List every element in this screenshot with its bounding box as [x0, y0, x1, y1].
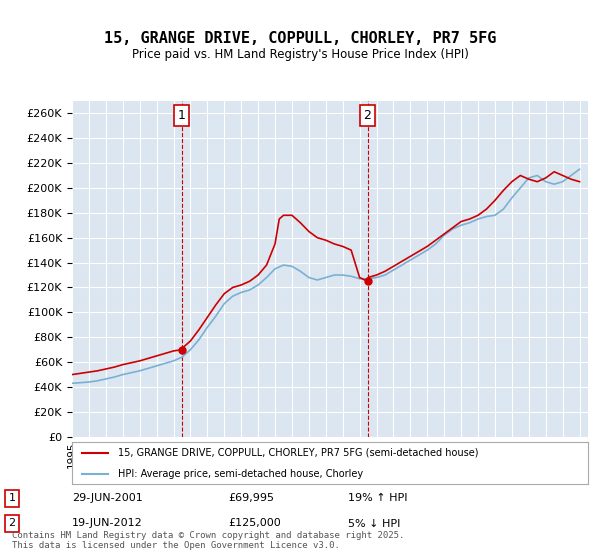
Text: HPI: Average price, semi-detached house, Chorley: HPI: Average price, semi-detached house,…	[118, 469, 364, 479]
Text: 19% ↑ HPI: 19% ↑ HPI	[348, 493, 407, 503]
Text: 15, GRANGE DRIVE, COPPULL, CHORLEY, PR7 5FG (semi-detached house): 15, GRANGE DRIVE, COPPULL, CHORLEY, PR7 …	[118, 448, 479, 458]
Text: £69,995: £69,995	[228, 493, 274, 503]
Text: 1: 1	[178, 109, 186, 122]
Text: 19-JUN-2012: 19-JUN-2012	[72, 519, 143, 529]
Text: Contains HM Land Registry data © Crown copyright and database right 2025.
This d: Contains HM Land Registry data © Crown c…	[12, 530, 404, 550]
Text: £125,000: £125,000	[228, 519, 281, 529]
Text: 2: 2	[364, 109, 371, 122]
Text: 2: 2	[8, 519, 16, 529]
Text: 29-JUN-2001: 29-JUN-2001	[72, 493, 143, 503]
Text: Price paid vs. HM Land Registry's House Price Index (HPI): Price paid vs. HM Land Registry's House …	[131, 48, 469, 60]
Text: 15, GRANGE DRIVE, COPPULL, CHORLEY, PR7 5FG: 15, GRANGE DRIVE, COPPULL, CHORLEY, PR7 …	[104, 31, 496, 46]
Text: 5% ↓ HPI: 5% ↓ HPI	[348, 519, 400, 529]
Text: 1: 1	[8, 493, 16, 503]
